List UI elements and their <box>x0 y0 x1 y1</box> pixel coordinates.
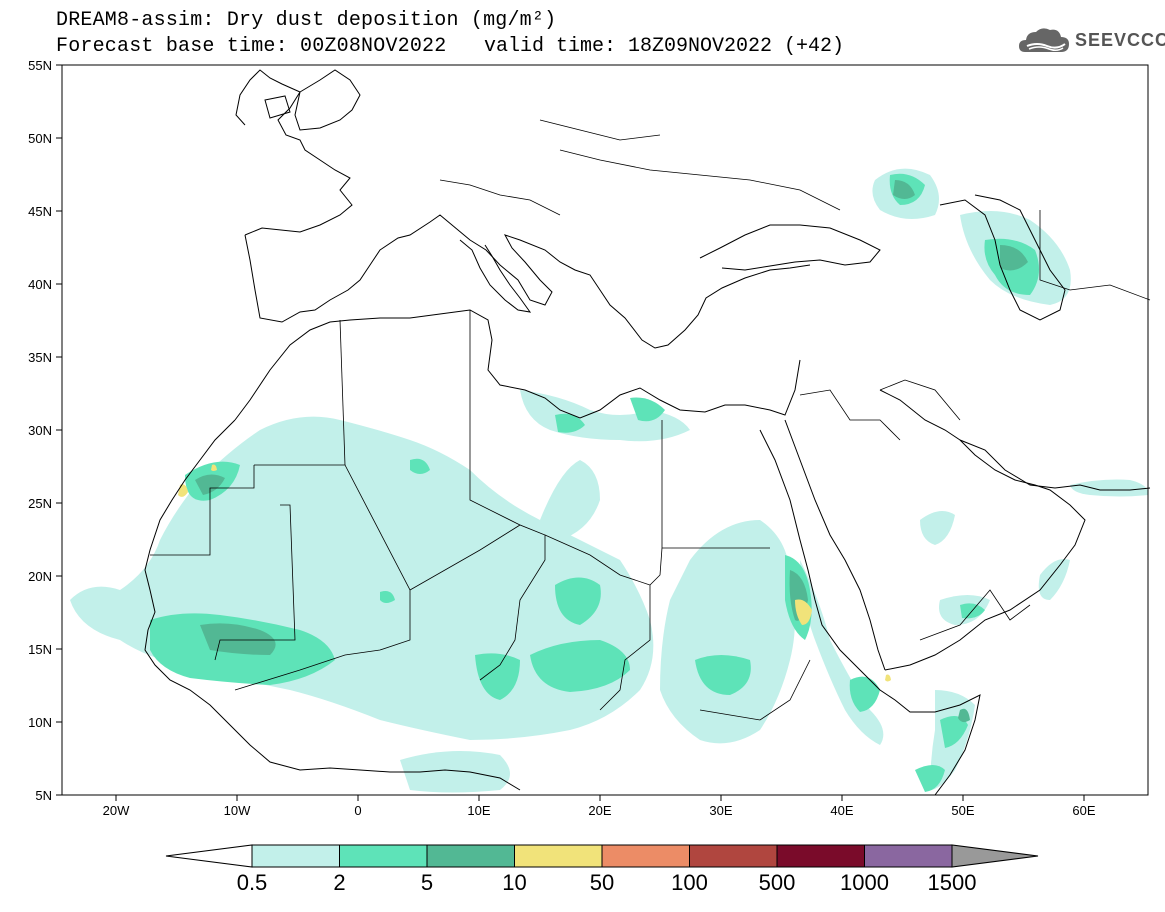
lat-tick-label: 5N <box>35 788 52 803</box>
lat-tick-label: 55N <box>28 58 52 73</box>
colorbar-low-triangle <box>165 844 253 868</box>
dust-area-dark <box>1000 245 1028 271</box>
colorbar-label: 5 <box>420 870 434 895</box>
dust-area-high <box>211 464 217 471</box>
lat-tick-label: 15N <box>28 642 52 657</box>
lon-tick-label: 20W <box>103 803 130 818</box>
colorbar-label: 10 <box>502 870 527 895</box>
colorbar-swatch <box>251 844 340 868</box>
forecast-base-time: Forecast base time: 00Z08NOV2022 <box>56 35 447 58</box>
colorbar-swatch <box>601 844 690 868</box>
lat-tick-label: 30N <box>28 423 52 438</box>
dust-area-medium <box>849 676 880 712</box>
colorbar-swatch <box>776 844 865 868</box>
dust-area-medium <box>530 640 630 692</box>
cloud-icon <box>1019 28 1069 52</box>
colorbar-high-triangle <box>951 844 1039 868</box>
colorbar-label: 50 <box>589 870 615 895</box>
lon-tick-label: 30E <box>709 803 732 818</box>
lon-tick-label: 0 <box>354 803 361 818</box>
colorbar-swatch <box>426 844 515 868</box>
dust-area-light <box>400 751 510 793</box>
colorbar-label: 2 <box>333 870 346 895</box>
seevccc-logo <box>1017 22 1157 62</box>
lon-tick-label: 60E <box>1072 803 1095 818</box>
dust-area-light <box>920 511 955 545</box>
dust-area-light <box>300 447 430 522</box>
valid-time: valid time: 18Z09NOV2022 (+42) <box>484 35 845 58</box>
colorbar-swatches <box>251 844 953 868</box>
dust-area-medium <box>915 765 945 792</box>
colorbar-label: 100 <box>671 870 708 895</box>
dust-area-light <box>540 460 600 540</box>
lon-tick-label: 10E <box>467 803 490 818</box>
coastlines <box>144 69 1151 796</box>
dust-area-medium <box>555 577 601 625</box>
longitude-axis: 20W 10W 0 10E 20E 30E 40E 50E 60E <box>103 795 1096 818</box>
lon-tick-label: 20E <box>588 803 611 818</box>
dust-area-medium <box>475 653 520 700</box>
lat-tick-label: 50N <box>28 131 52 146</box>
lon-tick-label: 10W <box>224 803 251 818</box>
dust-area-light <box>1070 479 1149 497</box>
dust-area-light <box>660 520 795 744</box>
country-borders <box>150 119 1151 721</box>
dust-area-high <box>795 599 812 625</box>
colorbar-swatch <box>864 844 953 868</box>
dust-area-medium <box>555 413 585 433</box>
colorbar-swatch <box>689 844 778 868</box>
colorbar-swatch <box>514 844 603 868</box>
lat-tick-label: 40N <box>28 277 52 292</box>
lat-tick-label: 10N <box>28 715 52 730</box>
dust-area-dark <box>200 623 276 655</box>
dust-area-high <box>885 674 891 682</box>
dust-area-medium <box>380 591 395 603</box>
dust-area-light <box>1038 559 1070 600</box>
dust-area-medium <box>410 458 430 474</box>
lon-tick-label: 40E <box>830 803 853 818</box>
map-title: DREAM8-assim: Dry dust deposition (mg/m²… <box>56 9 557 32</box>
colorbar-swatch <box>339 844 428 868</box>
logo-text: SEEVCCC <box>1075 30 1165 50</box>
dust-area-dark <box>195 474 225 495</box>
dust-area-medium <box>630 397 665 422</box>
colorbar-label: 500 <box>758 870 796 895</box>
dust-area-dark <box>958 708 970 723</box>
lat-tick-label: 25N <box>28 496 52 511</box>
lat-tick-label: 35N <box>28 350 52 365</box>
lat-tick-label: 20N <box>28 569 52 584</box>
latitude-axis: 55N 50N 45N 40N 35N 30N 25N 20N 15N 10N 5N <box>28 58 62 803</box>
dust-area-dark <box>893 180 915 199</box>
colorbar-label: 1500 <box>927 870 977 895</box>
colorbar-label: 1000 <box>840 870 889 895</box>
lat-tick-label: 45N <box>28 204 52 219</box>
dust-area-medium <box>940 716 968 748</box>
dust-area-medium <box>695 655 751 695</box>
colorbar-label: 0.5 <box>236 870 268 895</box>
lon-tick-label: 50E <box>951 803 974 818</box>
